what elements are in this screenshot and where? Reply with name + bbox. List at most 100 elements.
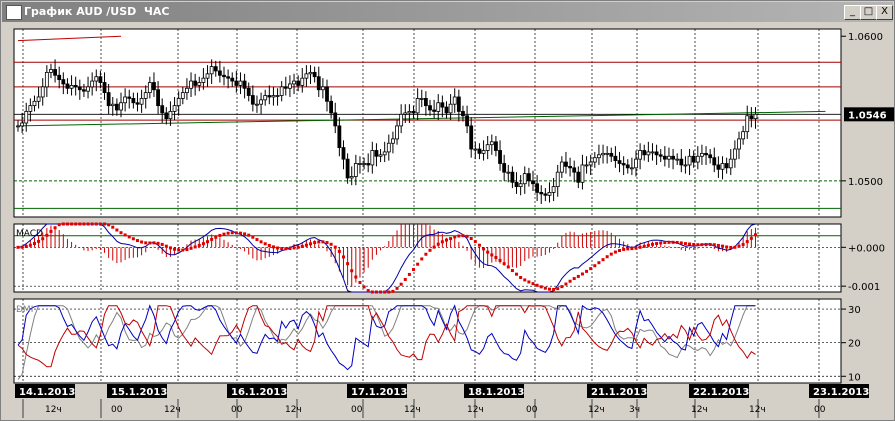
macd-signal-point bbox=[585, 269, 589, 273]
macd-signal-point bbox=[111, 225, 115, 229]
macd-signal-point bbox=[366, 289, 370, 293]
price-panel[interactable] bbox=[13, 28, 842, 218]
candle-body bbox=[749, 115, 754, 120]
candle-body bbox=[679, 158, 684, 166]
macd-signal-point bbox=[753, 233, 757, 237]
macd-signal-point bbox=[148, 241, 152, 245]
candle-body bbox=[222, 74, 226, 78]
macd-signal-point bbox=[263, 242, 267, 246]
candle-body bbox=[498, 150, 502, 164]
candle-body bbox=[518, 183, 523, 188]
candle-body bbox=[444, 106, 449, 114]
macd-signal-point bbox=[222, 232, 226, 236]
macd-signal-point bbox=[560, 285, 564, 289]
macd-signal-point bbox=[515, 272, 519, 276]
macd-signal-point bbox=[333, 245, 337, 249]
macd-signal-point bbox=[255, 238, 259, 242]
macd-signal-point bbox=[362, 285, 366, 289]
title-bar[interactable]: График AUD /USD ЧАС _ □ X bbox=[2, 2, 893, 22]
macd-signal-point bbox=[395, 286, 399, 290]
macd-signal-point bbox=[234, 231, 238, 235]
candle-body bbox=[131, 98, 136, 104]
candle-body bbox=[250, 95, 255, 105]
candle-body bbox=[411, 111, 416, 114]
candle-body bbox=[662, 155, 667, 160]
macd-signal-point bbox=[535, 283, 539, 287]
maximize-button[interactable]: □ bbox=[860, 5, 877, 20]
macd-signal-point bbox=[712, 243, 716, 247]
candle-body bbox=[106, 92, 111, 107]
candle-body bbox=[436, 102, 441, 112]
macd-signal-point bbox=[622, 247, 626, 251]
macd-signal-point bbox=[642, 244, 646, 248]
candle-body bbox=[123, 96, 128, 104]
candle-body bbox=[629, 167, 634, 170]
macd-signal-point bbox=[267, 243, 271, 247]
macd-signal-point bbox=[214, 235, 218, 239]
macd-signal-point bbox=[251, 235, 255, 239]
macd-signal-point bbox=[749, 236, 753, 240]
date-label: 22.1.2013 bbox=[693, 387, 749, 398]
macd-signal-point bbox=[341, 255, 345, 259]
macd-signal-point bbox=[416, 262, 420, 266]
candle-body bbox=[559, 161, 564, 173]
current-price-label: 1.0546 bbox=[848, 110, 887, 121]
minimize-button[interactable]: _ bbox=[844, 5, 861, 20]
candle-body bbox=[572, 167, 577, 173]
candle-body bbox=[691, 155, 696, 163]
candle-body bbox=[209, 66, 214, 75]
macd-signal-point bbox=[688, 242, 692, 246]
date-label-box bbox=[227, 384, 287, 398]
macd-signal-point bbox=[119, 231, 123, 235]
candle-body bbox=[24, 111, 29, 124]
date-label-box bbox=[15, 384, 75, 398]
macd-signal-point bbox=[276, 246, 280, 250]
candle-body bbox=[201, 77, 206, 83]
macd-signal-point bbox=[140, 240, 144, 244]
macd-signal-point bbox=[613, 250, 617, 254]
candle-body bbox=[716, 164, 721, 170]
candle-body bbox=[625, 164, 630, 169]
candle-body bbox=[671, 155, 675, 160]
candle-body bbox=[700, 152, 704, 157]
macd-panel[interactable] bbox=[13, 223, 842, 293]
macd-signal-point bbox=[156, 241, 160, 245]
candle-body bbox=[539, 192, 544, 195]
candle-body bbox=[230, 77, 235, 82]
candle-body bbox=[753, 113, 758, 120]
candle-body bbox=[127, 96, 132, 99]
candle-body bbox=[308, 71, 313, 75]
macd-signal-point bbox=[428, 248, 432, 252]
macd-signal-point bbox=[729, 245, 733, 249]
macd-tick-label: +0.000 bbox=[848, 243, 885, 254]
candle-body bbox=[94, 76, 99, 82]
candle-body bbox=[494, 141, 498, 151]
candle-body bbox=[564, 161, 568, 167]
candle-body bbox=[98, 76, 103, 83]
macd-signal-point bbox=[700, 243, 704, 247]
candle-body bbox=[695, 155, 700, 163]
macd-signal-point bbox=[230, 231, 234, 235]
candle-body bbox=[485, 144, 490, 151]
candle-body bbox=[90, 80, 95, 88]
chart-area[interactable]: 1.0500 1.0600 1.0546 +0.000 -0.001 30 20 10 14.1… bbox=[1, 23, 894, 420]
macd-signal-point bbox=[634, 246, 638, 250]
candle-body bbox=[440, 102, 445, 108]
macd-signal-point bbox=[313, 241, 317, 245]
macd-signal-point bbox=[160, 242, 164, 246]
candle-body bbox=[28, 105, 33, 112]
minus-di-line bbox=[17, 305, 756, 368]
macd-signal-point bbox=[605, 255, 609, 259]
candle-body bbox=[304, 73, 309, 79]
candle-body bbox=[391, 138, 395, 144]
candle-body bbox=[296, 80, 301, 86]
macd-signal-point bbox=[671, 240, 675, 244]
macd-signal-point bbox=[82, 222, 86, 226]
close-button[interactable]: X bbox=[876, 5, 893, 20]
adx-line bbox=[17, 305, 756, 380]
candle-body bbox=[36, 96, 41, 102]
macd-signal-point bbox=[325, 241, 329, 245]
hour-label: 00 bbox=[526, 405, 538, 415]
candle-body bbox=[415, 98, 420, 114]
hour-label: 12ч bbox=[285, 405, 302, 415]
